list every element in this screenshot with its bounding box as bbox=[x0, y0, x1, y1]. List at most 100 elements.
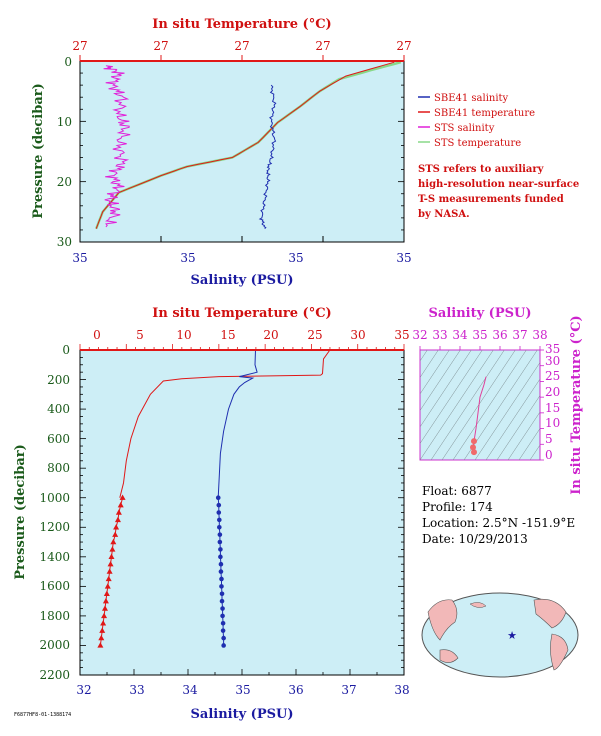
panel1-top-tick: 27 bbox=[234, 39, 249, 53]
ts-top-tick: 35 bbox=[472, 328, 487, 342]
panel1-top-tick: 27 bbox=[315, 39, 330, 53]
panel2-bottom-axis-label: Salinity (PSU) bbox=[191, 707, 294, 722]
panel2-bottom-tick: 33 bbox=[129, 683, 144, 697]
density-contour bbox=[529, 444, 540, 460]
panel1-bottom-tick: 35 bbox=[288, 251, 303, 265]
ts-right-tick: 30 bbox=[545, 354, 560, 368]
ts-profile-point bbox=[470, 444, 476, 451]
panel2-plot-area bbox=[79, 349, 405, 676]
panel2-series bbox=[97, 349, 331, 648]
panel1-legend: SBE41 salinity SBE41 temperature STS sal… bbox=[418, 93, 535, 149]
panel1-y-tick: 0 bbox=[64, 55, 72, 69]
panel2-top-tick: 10 bbox=[176, 328, 191, 342]
ts-right-tick: 15 bbox=[545, 401, 560, 415]
temperature-marker bbox=[105, 575, 112, 582]
salinity-marker bbox=[218, 569, 224, 574]
panel1-y-tick: 30 bbox=[57, 235, 72, 249]
panel-full-profile: In situ Temperature (°C) Salinity (PSU) … bbox=[13, 306, 410, 722]
density-contour bbox=[420, 350, 461, 411]
temperature-line bbox=[119, 349, 331, 498]
panel2-y-tick: 800 bbox=[47, 461, 70, 475]
salinity-line bbox=[217, 349, 258, 498]
temperature-marker bbox=[108, 553, 115, 560]
panel1-top-tick: 27 bbox=[396, 39, 411, 53]
density-contour bbox=[420, 350, 450, 395]
panel2-y-tick: 1800 bbox=[39, 609, 70, 623]
ts-top-tick: 37 bbox=[512, 328, 527, 342]
salinity-marker bbox=[219, 584, 224, 589]
note-line: T-S measurements funded bbox=[418, 194, 564, 205]
salinity-marker bbox=[219, 591, 225, 597]
density-contour bbox=[507, 411, 540, 460]
world-map: ★ bbox=[421, 592, 579, 678]
density-contour bbox=[485, 378, 540, 460]
float-number: Float: 6877 bbox=[422, 484, 492, 498]
density-contour bbox=[452, 350, 527, 460]
profile-number: Profile: 174 bbox=[422, 500, 493, 514]
density-contour bbox=[420, 350, 494, 460]
salinity-marker bbox=[220, 613, 225, 619]
panel2-y-tick: 1600 bbox=[39, 579, 70, 593]
panel2-y-tick: 600 bbox=[47, 432, 70, 446]
panel2-y-tick: 2200 bbox=[39, 668, 70, 682]
salinity-marker bbox=[217, 517, 222, 523]
series-line-sts-salinity bbox=[103, 65, 131, 228]
temperature-marker bbox=[97, 642, 104, 648]
salinity-marker bbox=[220, 628, 226, 633]
panel2-y-tick: 1400 bbox=[39, 550, 70, 564]
panel2-y-tick: 200 bbox=[47, 373, 70, 387]
temperature-marker bbox=[110, 538, 117, 545]
note-line: high-resolution near-surface bbox=[418, 179, 579, 190]
salinity-marker bbox=[218, 547, 223, 552]
temperature-marker bbox=[101, 605, 108, 611]
panel1-y-tick: 10 bbox=[57, 115, 72, 129]
salinity-marker bbox=[218, 561, 224, 567]
temperature-marker bbox=[115, 509, 122, 515]
panel2-y-tick: 0 bbox=[62, 343, 70, 357]
panel1-note: STS refers to auxiliary high-resolution … bbox=[418, 164, 579, 220]
panel1-top-tick: 27 bbox=[153, 39, 168, 53]
panel2-top-tick: 20 bbox=[263, 328, 278, 342]
ts-plot-area bbox=[419, 349, 541, 461]
temperature-marker bbox=[106, 568, 113, 574]
ts-profile-point bbox=[471, 449, 477, 456]
ts-right-tick: 10 bbox=[545, 416, 560, 430]
panel2-y-tick: 1000 bbox=[39, 491, 70, 505]
panel2-top-tick-labels: 0 5 10 15 20 25 30 35 bbox=[93, 328, 409, 342]
location: Location: 2.5°N -151.9°E bbox=[422, 516, 575, 530]
salinity-marker bbox=[221, 643, 226, 648]
legend-label: SBE41 salinity bbox=[434, 93, 509, 104]
panel2-y-tick-labels: 0 200 400 600 800 1000 1200 1400 1600 18… bbox=[39, 343, 70, 682]
temperature-marker bbox=[112, 531, 119, 537]
ts-density-contours bbox=[420, 350, 540, 460]
salinity-marker bbox=[219, 576, 224, 582]
salinity-marker bbox=[220, 606, 225, 611]
ts-right-tick: 5 bbox=[545, 432, 553, 446]
map-land-north-america bbox=[533, 598, 567, 629]
ts-right-tick-labels: 0 5 10 15 20 25 30 35 bbox=[545, 342, 560, 462]
salinity-marker bbox=[218, 554, 223, 560]
ts-right-tick: 35 bbox=[545, 342, 560, 356]
ts-top-tick: 34 bbox=[452, 328, 468, 342]
salinity-marker bbox=[216, 510, 222, 515]
salinity-marker bbox=[220, 620, 226, 626]
map-land-australia bbox=[439, 649, 459, 663]
temperature-marker bbox=[99, 627, 106, 633]
panel2-top-tick: 5 bbox=[136, 328, 144, 342]
density-contour bbox=[496, 395, 540, 460]
panel-near-surface: In situ Temperature (°C) Salinity (PSU) … bbox=[31, 17, 579, 288]
ts-right-tick: 0 bbox=[545, 448, 553, 462]
ts-profile-point bbox=[471, 438, 477, 445]
temperature-marker bbox=[114, 516, 121, 523]
panel2-bottom-tick: 35 bbox=[235, 683, 250, 697]
legend-label: SBE41 temperature bbox=[434, 108, 535, 119]
ts-right-tick: 20 bbox=[545, 385, 560, 399]
panel2-bottom-tick: 36 bbox=[288, 683, 303, 697]
panel2-top-tick: 35 bbox=[394, 328, 409, 342]
density-contour bbox=[518, 428, 540, 460]
series-line-sbe41-salinity bbox=[258, 84, 277, 230]
note-line: STS refers to auxiliary bbox=[418, 164, 545, 175]
temperature-marker bbox=[98, 634, 105, 641]
panel2-bottom-tick: 38 bbox=[394, 683, 409, 697]
ts-top-tick: 36 bbox=[492, 328, 507, 342]
